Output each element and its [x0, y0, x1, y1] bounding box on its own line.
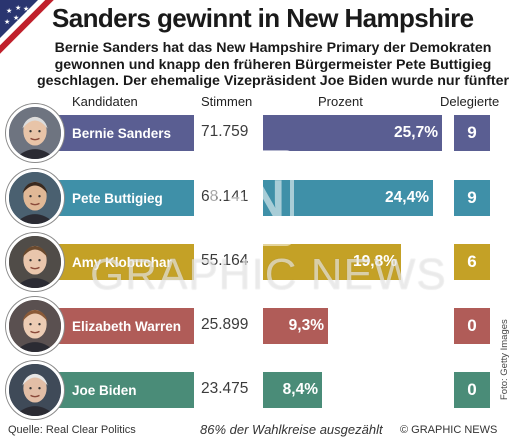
- brand-credit: © GRAPHIC NEWS: [400, 424, 498, 436]
- header-candidates: Kandidaten: [72, 94, 138, 109]
- percent-bar: 9,3%: [263, 308, 328, 344]
- header-percent: Prozent: [318, 94, 363, 109]
- percent-label: 19,8%: [353, 253, 397, 270]
- percent-label: 24,4%: [385, 189, 429, 206]
- candidate-name: Elizabeth Warren: [72, 318, 182, 334]
- candidate-photo: [6, 104, 64, 162]
- header-delegates: Delegierte: [440, 94, 500, 109]
- table-row: Bernie Sanders 71.759 25,7% 9: [0, 104, 515, 162]
- candidate-name: Joe Biden: [72, 382, 137, 398]
- delegate-value: 6: [467, 252, 477, 271]
- candidate-name: Amy Klobuchar: [72, 254, 172, 270]
- candidate-photo: [6, 169, 64, 227]
- candidate-photo: [6, 361, 64, 419]
- candidate-photo: [6, 297, 64, 355]
- svg-text:★: ★: [13, 14, 19, 22]
- vote-count: 23.475: [201, 380, 249, 397]
- candidate-photo: [6, 233, 64, 291]
- photo-credit: Foto: Getty Images: [499, 319, 510, 400]
- vote-count: 71.759: [201, 123, 249, 140]
- counted-note: 86% der Wahlkreise ausgezählt: [200, 422, 383, 437]
- header-votes: Stimmen: [201, 94, 253, 109]
- svg-text:★: ★: [4, 18, 10, 26]
- percent-label: 25,7%: [394, 124, 438, 141]
- delegate-count: 0: [454, 372, 490, 408]
- delegate-count: 0: [454, 308, 490, 344]
- table-row: Pete Buttigieg 68.141 24,4% 9: [0, 169, 515, 227]
- percent-bar: 24,4%: [263, 180, 433, 216]
- percent-label: 9,3%: [288, 317, 324, 334]
- delegate-count: 9: [454, 180, 490, 216]
- table-row: Joe Biden 23.475 8,4% 0: [0, 361, 515, 419]
- vote-count: 25.899: [201, 316, 249, 333]
- flag-corner-icon: ★ ★ ★ ★ ★: [0, 0, 62, 62]
- candidate-name: Pete Buttigieg: [72, 190, 163, 206]
- delegate-count: 6: [454, 244, 490, 280]
- percent-bar: 19,8%: [263, 244, 401, 280]
- source-note: Quelle: Real Clear Politics: [8, 424, 136, 436]
- delegate-value: 0: [467, 380, 477, 399]
- delegate-value: 9: [467, 188, 477, 207]
- table-row: Amy Klobuchar 55.164 19,8% 6: [0, 233, 515, 291]
- svg-text:★: ★: [15, 4, 21, 12]
- svg-text:★: ★: [6, 7, 12, 15]
- delegate-count: 9: [454, 115, 490, 151]
- page-title: Sanders gewinnt in New Hampshire: [52, 3, 474, 33]
- svg-text:★: ★: [23, 5, 29, 13]
- vote-count: 68.141: [201, 188, 249, 205]
- percent-bar: 8,4%: [263, 372, 322, 408]
- percent-bar: 25,7%: [263, 115, 442, 151]
- delegate-value: 0: [467, 316, 477, 335]
- table-row: Elizabeth Warren 25.899 9,3% 0: [0, 297, 515, 355]
- candidate-name: Bernie Sanders: [72, 125, 172, 141]
- vote-count: 55.164: [201, 252, 249, 269]
- subtitle: Bernie Sanders hat das New Hampshire Pri…: [37, 40, 509, 89]
- percent-label: 8,4%: [282, 381, 318, 398]
- delegate-value: 9: [467, 123, 477, 142]
